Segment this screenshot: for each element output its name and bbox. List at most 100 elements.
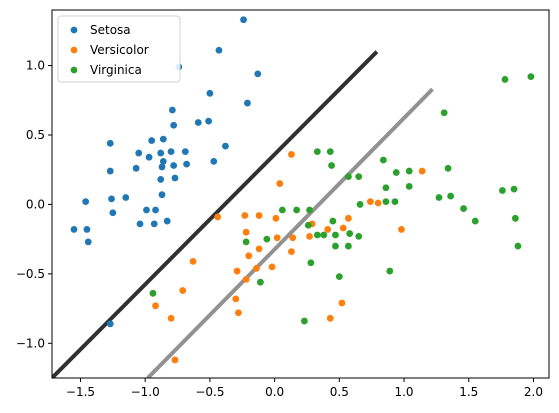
point-versicolor-16 [306, 232, 313, 240]
point-versicolor-25 [242, 276, 250, 283]
y-axis: −1.0 −0.5 0.0 0.5 1.0 [16, 59, 52, 350]
point-setosa-12 [135, 149, 143, 157]
point-virginica-34 [242, 238, 250, 246]
decision-lines [52, 50, 434, 378]
point-setosa-31 [82, 198, 90, 206]
point-versicolor-18 [255, 245, 263, 253]
point-versicolor-27 [232, 295, 240, 303]
point-virginica-26 [471, 217, 479, 225]
point-setosa-30 [122, 194, 130, 201]
point-virginica-23 [293, 206, 301, 214]
point-virginica-8 [392, 169, 400, 176]
point-virginica-41 [256, 278, 264, 286]
point-setosa-0 [240, 16, 247, 24]
point-virginica-29 [320, 231, 328, 239]
point-versicolor-6 [241, 212, 249, 219]
point-virginica-12 [382, 184, 390, 192]
point-virginica-9 [405, 167, 413, 175]
point-setosa-38 [70, 226, 78, 233]
point-versicolor-23 [253, 264, 260, 272]
point-virginica-25 [511, 214, 519, 222]
point-setosa-15 [181, 148, 189, 156]
x-axis: −1.5 −1.0 −0.5 0.0 0.5 1.0 1.5 2.0 [66, 378, 543, 399]
point-setosa-34 [109, 209, 117, 217]
point-setosa-37 [163, 217, 171, 225]
legend-label-versicolor: Versicolor [90, 43, 149, 57]
point-virginica-14 [435, 194, 443, 201]
point-virginica-38 [514, 242, 522, 250]
y-tick-label: −1.0 [16, 336, 45, 350]
point-versicolor-10 [339, 224, 347, 232]
point-versicolor-32 [338, 299, 346, 307]
point-virginica-15 [447, 192, 455, 200]
point-versicolor-5 [214, 213, 222, 221]
legend-marker-setosa [70, 26, 78, 34]
point-setosa-36 [150, 220, 158, 228]
point-setosa-26 [157, 176, 165, 183]
point-setosa-27 [171, 174, 179, 182]
point-versicolor-15 [289, 234, 297, 242]
point-virginica-0 [527, 73, 535, 81]
point-virginica-35 [263, 235, 271, 243]
point-virginica-2 [440, 109, 448, 117]
point-setosa-6 [168, 106, 176, 114]
point-versicolor-17 [398, 226, 405, 233]
point-virginica-36 [332, 242, 339, 250]
point-versicolor-14 [273, 234, 281, 242]
point-versicolor-2 [276, 180, 284, 187]
point-setosa-32 [143, 206, 150, 214]
point-versicolor-8 [272, 214, 280, 222]
point-versicolor-26 [179, 287, 187, 294]
x-tick-label: 1.5 [459, 385, 478, 399]
x-tick-label: 1.0 [394, 385, 413, 399]
x-tick-label: −0.5 [195, 385, 224, 399]
data-points [70, 16, 535, 364]
point-setosa-8 [159, 135, 167, 143]
x-tick-label: 0.5 [330, 385, 349, 399]
point-virginica-21 [460, 205, 467, 212]
point-virginica-17 [510, 185, 518, 193]
point-setosa-17 [145, 153, 153, 161]
point-setosa-25 [158, 163, 166, 171]
point-virginica-40 [386, 267, 394, 275]
point-virginica-27 [304, 221, 312, 229]
point-virginica-28 [329, 217, 337, 225]
point-setosa-21 [170, 162, 178, 169]
y-tick-label: −0.5 [16, 267, 45, 281]
point-virginica-43 [300, 317, 308, 325]
point-setosa-14 [167, 148, 175, 156]
point-setosa-11 [170, 121, 178, 129]
point-virginica-18 [356, 201, 364, 208]
point-setosa-35 [136, 220, 144, 228]
x-tick-label: 2.0 [524, 385, 543, 399]
x-tick-label: −1.5 [66, 385, 95, 399]
y-tick-label: 0.5 [26, 128, 45, 142]
point-setosa-20 [159, 157, 167, 165]
point-virginica-31 [346, 230, 354, 237]
point-setosa-16 [222, 142, 229, 150]
point-versicolor-21 [189, 257, 197, 265]
point-setosa-41 [106, 320, 114, 328]
point-virginica-39 [307, 259, 315, 267]
point-versicolor-0 [288, 151, 295, 158]
point-setosa-7 [148, 137, 156, 144]
point-versicolor-12 [344, 214, 352, 222]
point-versicolor-7 [255, 212, 263, 219]
x-tick-label: 0.0 [265, 385, 284, 399]
point-setosa-18 [210, 157, 218, 165]
point-virginica-44 [149, 289, 157, 297]
point-versicolor-24 [233, 267, 241, 275]
point-versicolor-4 [366, 198, 374, 206]
point-virginica-1 [501, 76, 509, 83]
point-virginica-20 [391, 198, 399, 206]
point-virginica-4 [326, 148, 334, 156]
point-virginica-6 [328, 162, 335, 169]
point-virginica-5 [379, 156, 387, 164]
point-versicolor-22 [268, 263, 276, 271]
point-virginica-42 [335, 273, 343, 281]
point-virginica-22 [278, 206, 286, 214]
point-versicolor-19 [288, 248, 295, 256]
point-virginica-33 [313, 231, 321, 239]
point-setosa-9 [194, 119, 202, 126]
decision-line-0 [52, 50, 379, 378]
